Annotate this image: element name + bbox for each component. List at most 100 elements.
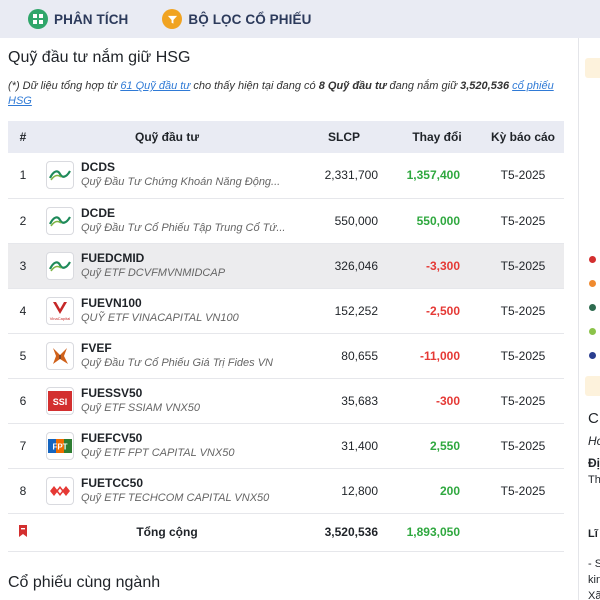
fund-code[interactable]: FUESSV50 — [81, 385, 143, 400]
header-fund[interactable]: Quỹ đầu tư — [134, 130, 200, 144]
row-slcp: 12,800 — [341, 483, 378, 498]
panel-text: kin — [588, 574, 600, 586]
page-title: Quỹ đầu tư nắm giữ HSG — [8, 49, 191, 66]
dragon-capital-logo-icon — [46, 206, 74, 235]
nav-stock-filter-label: BỘ LỌC CỔ PHIẾU — [188, 11, 312, 27]
row-change: 550,000 — [416, 213, 460, 228]
nav-stock-filter[interactable]: BỘ LỌC CỔ PHIẾU — [162, 9, 311, 29]
fpt-logo-icon: FPT — [46, 431, 74, 460]
ssi-logo-text: SSI — [53, 397, 68, 407]
ssi-logo-icon: SSI — [46, 386, 74, 415]
row-num: 6 — [19, 393, 27, 408]
table-row[interactable]: 3 FUEDCMID Quỹ ETF DCVFMVNMIDCAP 326,046… — [8, 243, 564, 288]
table-row[interactable]: 4 VinaCapital FUEVN100 QUỸ ETF VINACAPIT… — [8, 288, 564, 333]
fund-code[interactable]: FUEFCV50 — [81, 430, 143, 445]
intro-text: (*) Dữ liệu tổng hợp từ 61 Quỹ đầu tư ch… — [8, 79, 564, 109]
vinacapital-logo-text: VinaCapital — [50, 316, 70, 321]
total-label: Tổng cộng — [136, 525, 198, 539]
fides-logo-icon — [46, 341, 74, 370]
same-industry-title: Cổ phiếu cùng ngành — [8, 574, 161, 591]
table-header-row: # Quỹ đầu tư SLCP Thay đổi Kỳ báo cáo — [8, 121, 564, 153]
fund-name: Quỹ Đầu Tư Cổ Phiếu Giá Trị Fides VN — [81, 356, 273, 369]
total-change: 1,893,050 — [406, 525, 460, 539]
row-slcp: 31,400 — [341, 438, 378, 453]
row-num: 8 — [19, 483, 27, 498]
legend-dot — [589, 280, 596, 287]
fund-name: QUỸ ETF VINACAPITAL VN100 — [81, 311, 239, 324]
stock-link[interactable]: cổ phiếu HSG — [8, 80, 554, 107]
row-change: 2,550 — [429, 438, 460, 453]
main-content: Quỹ đầu tư nắm giữ HSG (*) Dữ liệu tổng … — [0, 38, 578, 600]
header-period[interactable]: Kỳ báo cáo — [490, 130, 556, 144]
fund-code[interactable]: FVEF — [81, 340, 112, 355]
intro-mid2: đang nắm giữ — [386, 80, 461, 92]
row-slcp: 152,252 — [334, 303, 378, 318]
fund-code[interactable]: DCDS — [81, 160, 116, 175]
row-num: 5 — [19, 348, 27, 363]
table-row[interactable]: 2 DCDE Quỹ Đầu Tư Cổ Phiếu Tập Trung Cổ … — [8, 198, 564, 243]
table-row[interactable]: 7 FPT FUEFCV50 Quỹ ETF FPT CAPITAL VNX50… — [8, 423, 564, 468]
bookmark-icon — [18, 524, 28, 540]
total-slcp: 3,520,536 — [324, 525, 378, 539]
vinacapital-logo-icon: VinaCapital — [46, 296, 74, 325]
fund-name: Quỹ Đầu Tư Cổ Phiếu Tập Trung Cổ Tứ... — [81, 221, 286, 234]
row-period: T5-2025 — [500, 303, 546, 318]
fund-name: Quỹ ETF TECHCOM CAPITAL VNX50 — [81, 491, 270, 504]
panel-text: Lĩ — [588, 528, 598, 540]
table-total-row: Tổng cộng 3,520,536 1,893,050 — [8, 513, 564, 551]
row-change: -11,000 — [419, 348, 460, 363]
row-slcp: 80,655 — [341, 348, 378, 363]
grid-icon — [28, 9, 48, 29]
row-num: 7 — [19, 438, 27, 453]
table-row[interactable]: 1 DCDS Quỹ Đầu Tư Chứng Khoán Năng Động.… — [8, 153, 564, 198]
intro-mid: cho thấy hiện tại đang có — [190, 80, 319, 92]
nav-analysis-label: PHÂN TÍCH — [54, 11, 129, 27]
fund-holdings-table: # Quỹ đầu tư SLCP Thay đổi Kỳ báo cáo 1 … — [8, 121, 564, 552]
techcombank-logo-icon — [46, 476, 74, 505]
legend-dot — [589, 328, 596, 335]
row-period: T5-2025 — [500, 213, 546, 228]
table-row[interactable]: 8 FUETCC50 Quỹ ETF TECHCOM CAPITAL VNX50… — [8, 468, 564, 513]
row-change: -2,500 — [425, 303, 460, 318]
funds-link[interactable]: 61 Quỹ đầu tư — [120, 80, 191, 92]
fund-name: Quỹ Đầu Tư Chứng Khoán Năng Động... — [81, 176, 281, 189]
header-slcp[interactable]: SLCP — [327, 130, 360, 144]
header-num: # — [19, 130, 27, 144]
row-num: 2 — [19, 213, 27, 228]
panel-text: Xã — [588, 590, 600, 600]
fund-code[interactable]: DCDE — [81, 205, 116, 220]
row-period: T5-2025 — [500, 168, 546, 183]
row-period: T5-2025 — [500, 393, 546, 408]
row-num: 1 — [19, 168, 27, 183]
fpt-logo-text: FPT — [52, 442, 67, 451]
row-period: T5-2025 — [500, 483, 546, 498]
panel-badge — [585, 376, 600, 396]
panel-text: Đị — [588, 456, 600, 470]
fund-name: Quỹ ETF FPT CAPITAL VNX50 — [81, 446, 235, 459]
fund-code[interactable]: FUEDCMID — [81, 250, 145, 265]
nav-analysis[interactable]: PHÂN TÍCH — [28, 9, 128, 29]
row-change: 1,357,400 — [406, 168, 460, 183]
row-period: T5-2025 — [500, 438, 546, 453]
dragon-capital-logo-icon — [46, 161, 74, 190]
fund-code[interactable]: FUETCC50 — [81, 475, 144, 490]
fund-code[interactable]: FUEVN100 — [81, 295, 142, 310]
table-row[interactable]: 5 FVEF Quỹ Đầu Tư Cổ Phiếu Giá Trị Fides… — [8, 333, 564, 378]
panel-badge — [585, 58, 600, 78]
right-panel: C Ho Đị Th Lĩ - S kin Xã — [578, 38, 600, 600]
fund-name: Quỹ ETF SSIAM VNX50 — [81, 401, 201, 414]
header-change[interactable]: Thay đổi — [412, 130, 462, 144]
panel-text: Ho — [588, 434, 600, 448]
legend-dot — [589, 256, 596, 263]
legend-dot — [589, 352, 596, 359]
row-slcp: 326,046 — [334, 258, 378, 273]
filter-icon — [162, 9, 183, 29]
intro-prefix: (*) Dữ liệu tổng hợp từ — [8, 80, 121, 92]
table-row[interactable]: 6 SSI FUESSV50 Quỹ ETF SSIAM VNX50 35,68… — [8, 378, 564, 423]
row-period: T5-2025 — [500, 258, 546, 273]
row-num: 3 — [19, 258, 27, 273]
legend-dot — [589, 304, 596, 311]
row-num: 4 — [19, 303, 27, 318]
row-slcp: 550,000 — [334, 213, 378, 228]
row-change: 200 — [439, 483, 460, 498]
